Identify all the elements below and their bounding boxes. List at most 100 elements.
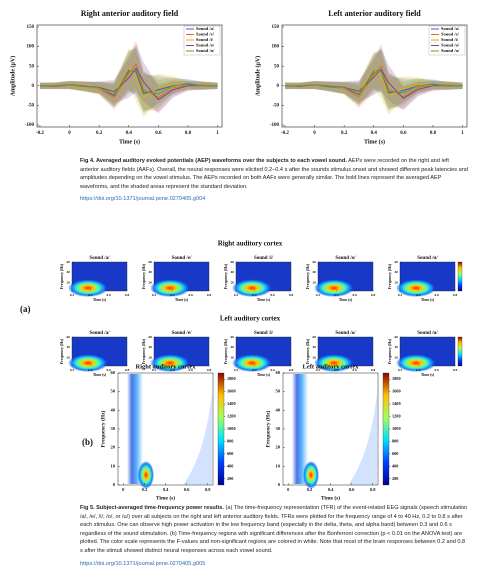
legend-label: Sound /u/	[196, 48, 215, 53]
x-tick-label: 0.4	[334, 293, 339, 297]
x-tick-label: 0.4	[163, 487, 169, 492]
heatmap-blob	[68, 354, 108, 372]
y-tick-label: 30	[276, 426, 281, 431]
legend-label: Sound /u/	[441, 48, 460, 53]
caption-title: Fig 5. Subject-averaged time-frequency p…	[80, 505, 224, 511]
y-axis-label: Frequency (Hz)	[99, 410, 106, 447]
x-tick-label: 0.4	[252, 293, 257, 297]
y-tick-label: 10	[276, 463, 281, 468]
y-tick-label: 60	[111, 370, 116, 375]
x-tick-label: 1	[461, 131, 464, 136]
plot-title: Sound /u/	[417, 256, 438, 261]
caption-text: AEPs were recorded on the right and left…	[80, 158, 468, 190]
y-tick-label: -100	[270, 123, 280, 128]
x-tick-label: 0.6	[188, 293, 193, 297]
sd-band	[39, 44, 218, 114]
x-tick-label: 0.8	[185, 131, 192, 136]
y-tick-label: 20	[149, 281, 153, 285]
y-tick-label: 30	[111, 426, 116, 431]
legend-label: Sound /o/	[441, 43, 460, 48]
colorbar-tick-label: 400	[392, 463, 398, 468]
colorbar	[457, 336, 463, 367]
colorbar	[457, 261, 463, 292]
plot-title: Sound /i/	[254, 256, 274, 261]
sd-band	[284, 49, 463, 109]
legend-label: Sound /e/	[196, 32, 215, 37]
heatmap-blob	[396, 279, 436, 297]
sd-band	[39, 40, 218, 112]
x-axis-label: Time (s)	[175, 298, 189, 302]
x-tick-label: 0.6	[106, 368, 111, 372]
plot-area	[36, 24, 223, 128]
y-tick-label: 0	[278, 482, 281, 487]
x-tick-label: 0.2	[316, 368, 321, 372]
heatmap-blob	[314, 354, 354, 372]
heatmap-blob	[396, 354, 436, 372]
colorbar-tick-label: 1600	[227, 389, 236, 394]
x-tick-label: 0.8	[205, 487, 211, 492]
y-tick-label: 40	[395, 270, 399, 274]
x-tick-label: 0.4	[170, 368, 175, 372]
x-tick-label: 0.2	[70, 368, 75, 372]
colorbar-tick-label: 1800	[227, 376, 236, 381]
x-tick-label: 0.2	[142, 487, 148, 492]
panel-label: (a)	[20, 304, 31, 314]
sd-band	[39, 46, 218, 112]
plot-title: Left auditory cortex	[303, 363, 360, 370]
x-tick-label: 0.2	[96, 131, 103, 136]
y-tick-label: 60	[313, 335, 317, 339]
plot-title: Sound /o/	[335, 331, 356, 336]
x-tick-label: 0.6	[106, 293, 111, 297]
x-axis-label: Time (s)	[421, 298, 435, 302]
doi-link[interactable]: https://doi.org/10.1371/journal.pone.027…	[80, 561, 206, 567]
doi-link[interactable]: https://doi.org/10.1371/journal.pone.027…	[80, 196, 206, 202]
x-tick-label: 0.2	[398, 368, 403, 372]
x-tick-label: 0.4	[328, 487, 334, 492]
sd-band	[284, 51, 463, 115]
significance-band	[127, 374, 143, 484]
x-tick-label: 0.4	[88, 293, 93, 297]
colorbar-tick-label: 400	[227, 463, 233, 468]
y-tick-label: 20	[111, 445, 116, 450]
x-tick-label: 0.2	[398, 293, 403, 297]
x-tick-label: 0.4	[252, 368, 257, 372]
y-tick-label: 60	[276, 370, 281, 375]
x-tick-label: 0.6	[400, 131, 407, 136]
x-tick-label: 0	[122, 487, 125, 492]
plot-title: Sound /o/	[335, 256, 356, 261]
y-tick-label: 40	[111, 407, 116, 412]
y-tick-label: 20	[395, 281, 399, 285]
colorbar-tick-label: 1200	[227, 414, 236, 419]
y-tick-label: 40	[313, 345, 317, 349]
caption-title: Fig 4. Averaged auditory evoked potentia…	[80, 158, 347, 164]
x-tick-label: 0.8	[289, 293, 294, 297]
x-tick-label: 0.2	[152, 293, 157, 297]
heatmap-blob	[68, 279, 108, 297]
colorbar-tick-label: 200	[392, 476, 398, 481]
significance-band	[292, 374, 308, 484]
plot-title: Sound /a/	[89, 256, 110, 261]
heatmap-blob	[232, 354, 272, 372]
legend-box	[183, 25, 221, 56]
caption: Fig 5. Subject-averaged time-frequency p…	[80, 504, 468, 556]
x-tick-label: 0.4	[334, 368, 339, 372]
y-tick-label: 60	[313, 260, 317, 264]
colorbar	[217, 372, 225, 486]
sd-band	[39, 48, 218, 114]
y-axis-label: Frequency (Hz)	[388, 263, 392, 289]
caption-text: (a) The time-frequency representation (T…	[80, 505, 468, 554]
x-tick-label: 0	[313, 131, 316, 136]
significance-blob	[303, 461, 319, 489]
plot-title: Right auditory cortex	[136, 363, 197, 370]
sd-band	[39, 48, 218, 118]
x-tick-label: -0.2	[281, 131, 289, 136]
y-tick-label: 0	[277, 84, 280, 89]
x-tick-label: 0.4	[416, 368, 421, 372]
x-tick-label: 0.6	[270, 368, 275, 372]
y-tick-label: 60	[231, 260, 235, 264]
legend-label: Sound /o/	[196, 43, 215, 48]
y-tick-label: 20	[395, 356, 399, 360]
row-title: Right auditory cortex	[218, 240, 283, 248]
